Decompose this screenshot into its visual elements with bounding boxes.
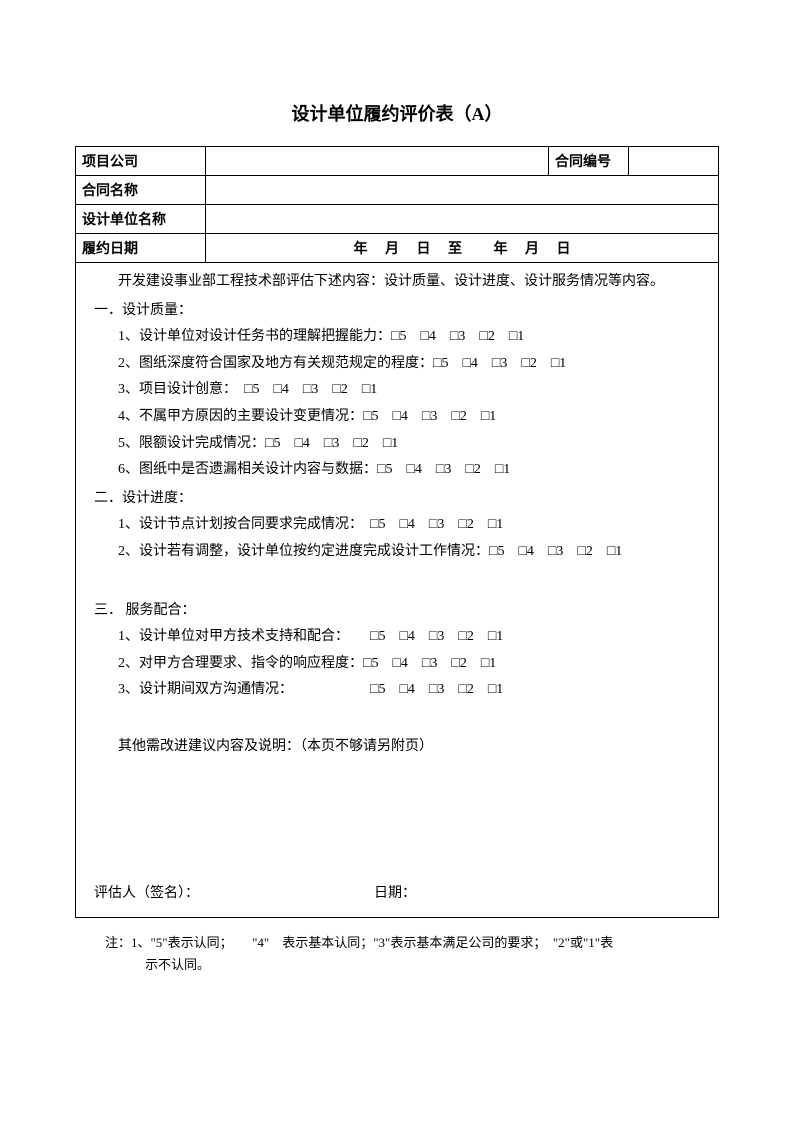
s1-item1: 1、设计单位对设计任务书的理解把握能力：□5 □4 □3 □2 □1 [94, 324, 700, 351]
s1-item2: 2、图纸深度符合国家及地方有关规范规定的程度：□5 □4 □3 □2 □1 [94, 351, 700, 378]
value-perform-date: 年 月 日 至 年 月 日 [206, 234, 719, 263]
signature-line: 评估人（签名）： 日期： [94, 881, 700, 908]
s1-item5: 5、限额设计完成情况：□5 □4 □3 □2 □1 [94, 431, 700, 458]
section1-head: 一．设计质量： [94, 298, 700, 325]
header-table: 项目公司 合同编号 合同名称 设计单位名称 履约日期 年 月 日 至 年 月 日 [75, 146, 719, 263]
s1-item6: 6、图纸中是否遗漏相关设计内容与数据：□5 □4 □3 □2 □1 [94, 457, 700, 484]
intro-text: 开发建设事业部工程技术部评估下述内容：设计质量、设计进度、设计服务情况等内容。 [94, 269, 700, 296]
label-contract-no: 合同编号 [549, 147, 629, 176]
label-perform-date: 履约日期 [76, 234, 206, 263]
value-design-unit [206, 205, 719, 234]
value-project-company [206, 147, 549, 176]
s1-item4: 4、不属甲方原因的主要设计变更情况：□5 □4 □3 □2 □1 [94, 404, 700, 431]
form-title: 设计单位履约评价表（A） [75, 100, 719, 126]
s2-item2: 2、设计若有调整，设计单位按约定进度完成设计工作情况：□5 □4 □3 □2 □… [94, 539, 700, 566]
footnote-line1: 注：1、"5"表示认同； "4" 表示基本认同；"3"表示基本满足公司的要求； … [75, 918, 719, 954]
s2-item1: 1、设计节点计划按合同要求完成情况： □5 □4 □3 □2 □1 [94, 512, 700, 539]
evaluation-body: 开发建设事业部工程技术部评估下述内容：设计质量、设计进度、设计服务情况等内容。 … [75, 263, 719, 918]
s1-item3: 3、项目设计创意： □5 □4 □3 □2 □1 [94, 377, 700, 404]
section2-head: 二．设计进度： [94, 486, 700, 513]
s3-item3: 3、设计期间双方沟通情况： □5 □4 □3 □2 □1 [94, 677, 700, 704]
label-design-unit: 设计单位名称 [76, 205, 206, 234]
label-contract-name: 合同名称 [76, 176, 206, 205]
footnote-line2: 示不认同。 [75, 954, 719, 976]
label-project-company: 项目公司 [76, 147, 206, 176]
value-contract-name [206, 176, 719, 205]
value-contract-no [629, 147, 719, 176]
section3-head: 三． 服务配合： [94, 598, 700, 625]
s3-item1: 1、设计单位对甲方技术支持和配合： □5 □4 □3 □2 □1 [94, 624, 700, 651]
other-suggestions: 其他需改进建议内容及说明：（本页不够请另附页） [94, 734, 700, 761]
s3-item2: 2、对甲方合理要求、指令的响应程度：□5 □4 □3 □2 □1 [94, 651, 700, 678]
